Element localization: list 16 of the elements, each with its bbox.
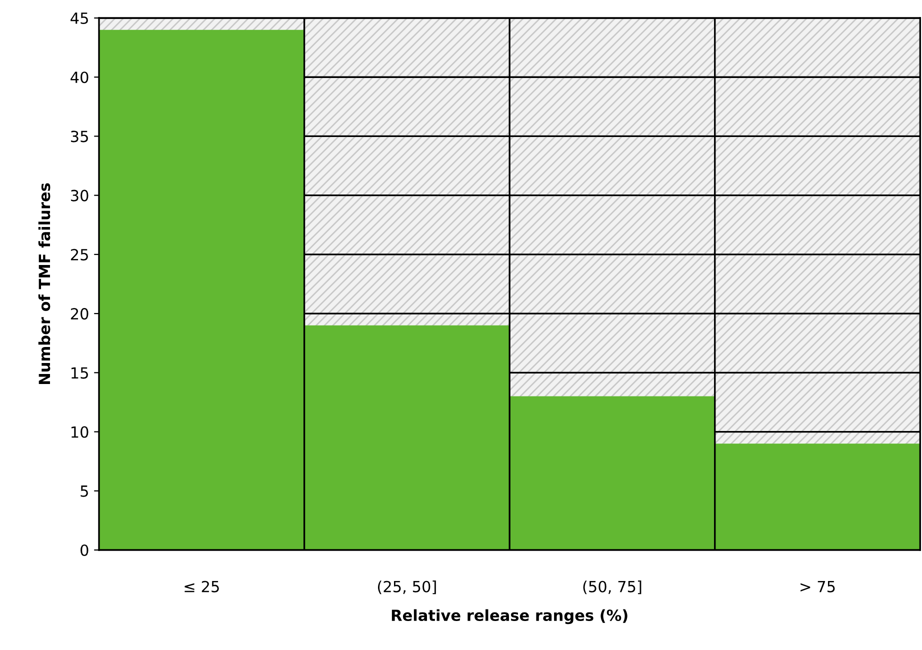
y-tick-label: 45 — [70, 12, 88, 24]
x-tick-label: > 75 — [800, 581, 835, 592]
y-tick-label: 40 — [70, 72, 88, 84]
y-tick-label: 10 — [72, 426, 88, 438]
y-tick-label: 25 — [70, 248, 88, 260]
y-tick-label: 35 — [71, 130, 88, 142]
x-tick-label: (25, 50] — [378, 580, 436, 594]
y-tick-label: 15 — [72, 367, 88, 379]
y-tick-label: 0 — [80, 544, 88, 556]
x-tick-label: (50, 75] — [583, 580, 642, 594]
y-tick-label: 30 — [71, 190, 88, 202]
x-axis-title: Relative release ranges (%) — [392, 609, 628, 624]
x-tick-label: ≤ 25 — [184, 580, 219, 592]
y-axis-title: Number of TMF failures — [38, 183, 50, 384]
y-tick-label: 20 — [70, 308, 88, 320]
y-tick-label: 5 — [80, 486, 88, 497]
